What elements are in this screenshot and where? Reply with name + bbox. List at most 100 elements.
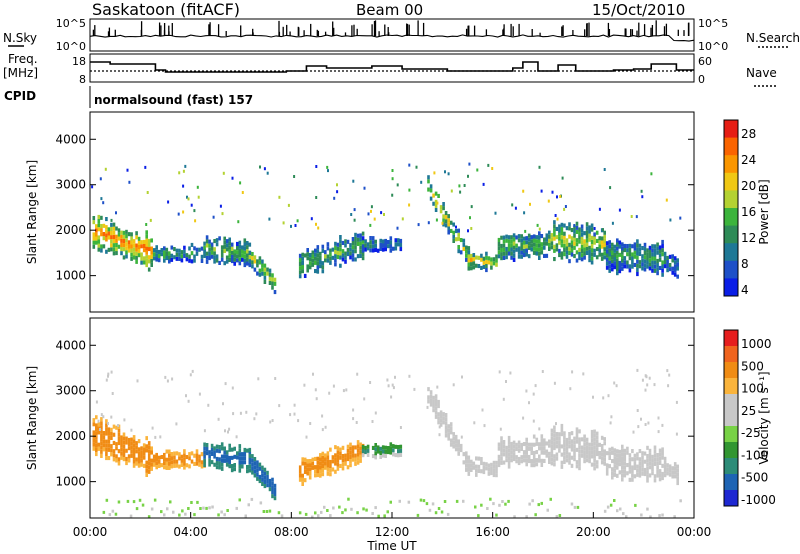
radar-speckle <box>294 224 297 227</box>
radar-cell <box>573 440 576 445</box>
radar-cell <box>568 436 571 441</box>
radar-cell <box>253 461 257 466</box>
radar-cell <box>638 251 642 256</box>
ground-scatter-cell <box>416 513 420 517</box>
radar-cell <box>507 452 511 457</box>
radar-cell <box>613 257 617 262</box>
radar-cell <box>301 477 304 482</box>
radar-cell <box>535 437 539 442</box>
radar-cell <box>92 442 96 447</box>
radar-cell <box>243 452 247 457</box>
colorbar-swatch <box>724 474 738 491</box>
radar-cell <box>321 463 325 468</box>
radar-cell <box>102 244 106 249</box>
radar-speckle <box>107 372 110 376</box>
y-tick-label: 4000 <box>55 338 86 352</box>
radar-speckle <box>383 213 385 216</box>
y-tick-label: 1000 <box>55 269 86 283</box>
radar-cell <box>583 446 586 451</box>
ground-scatter-cell <box>558 514 562 517</box>
radar-cell <box>510 454 513 459</box>
radar-cell <box>397 445 400 450</box>
radar-cell <box>271 490 274 495</box>
radar-cell <box>560 428 564 433</box>
radar-cell <box>437 416 440 421</box>
radar-cell <box>646 264 649 269</box>
radar-cell <box>633 250 637 255</box>
radar-cell <box>613 244 617 249</box>
radar-cell <box>497 454 501 459</box>
radar-cell <box>115 242 118 247</box>
radar-cell <box>661 268 664 273</box>
radar-cell <box>266 267 269 272</box>
radar-cell <box>135 259 138 264</box>
radar-cell <box>467 471 471 476</box>
ground-scatter-cell <box>141 503 145 507</box>
radar-cell <box>472 261 476 266</box>
radar-cell <box>168 449 171 454</box>
radar-cell <box>110 239 113 244</box>
radar-cell <box>548 246 551 251</box>
radar-cell <box>616 258 619 263</box>
radar-cell <box>132 459 136 464</box>
radar-cell <box>195 251 199 256</box>
radar-cell <box>100 449 103 454</box>
radar-cell <box>548 439 551 444</box>
radar-cell <box>563 243 566 248</box>
ground-scatter-cell <box>606 505 610 509</box>
radar-cell <box>308 257 312 262</box>
radar-cell <box>429 394 433 399</box>
radar-speckle <box>455 225 457 229</box>
radar-cell <box>653 461 657 466</box>
radar-cell <box>379 242 382 247</box>
radar-cell <box>223 446 226 451</box>
ground-scatter-cell <box>277 511 281 515</box>
radar-cell <box>578 247 581 252</box>
radar-cell <box>585 441 589 446</box>
radar-speckle <box>171 377 174 381</box>
radar-cell <box>354 241 357 246</box>
radar-cell <box>173 451 176 456</box>
radar-cell <box>188 258 191 263</box>
radar-cell <box>454 447 458 452</box>
radar-speckle <box>193 209 196 213</box>
colorbar-tick-label: 4 <box>741 283 749 297</box>
radar-speckle <box>609 421 612 425</box>
radar-cell <box>253 259 257 264</box>
radar-speckle <box>641 195 644 199</box>
radar-cell <box>510 255 513 260</box>
radar-cell <box>225 243 229 248</box>
radar-cell <box>643 251 647 256</box>
radar-cell <box>668 468 672 473</box>
radar-cell <box>583 255 586 260</box>
ground-scatter-cell <box>422 499 426 503</box>
radar-cell <box>535 247 539 252</box>
radar-cell <box>311 457 315 462</box>
radar-cell <box>525 462 528 467</box>
radar-cell <box>595 460 599 465</box>
radar-cell <box>646 260 649 265</box>
radar-cell <box>107 247 111 252</box>
radar-speckle <box>317 226 320 230</box>
radar-cell <box>452 440 455 445</box>
radar-cell <box>258 256 262 261</box>
radar-cell <box>550 461 554 466</box>
radar-cell <box>273 277 277 282</box>
radar-cell <box>616 453 619 458</box>
radar-cell <box>585 454 589 459</box>
radar-cell <box>565 446 569 451</box>
radar-cell <box>452 238 455 243</box>
radar-cell <box>95 443 98 448</box>
radar-cell <box>298 253 302 258</box>
radar-cell <box>530 446 533 451</box>
ground-scatter-cell <box>377 514 380 518</box>
radar-cell <box>389 248 393 253</box>
radar-cell <box>319 264 322 269</box>
radar-cell <box>522 240 526 245</box>
radar-cell <box>178 252 181 257</box>
radar-cell <box>263 267 267 272</box>
radar-cell <box>432 399 435 404</box>
power-data-marks <box>91 162 682 295</box>
radar-cell <box>578 457 581 462</box>
radar-cell <box>661 476 664 481</box>
